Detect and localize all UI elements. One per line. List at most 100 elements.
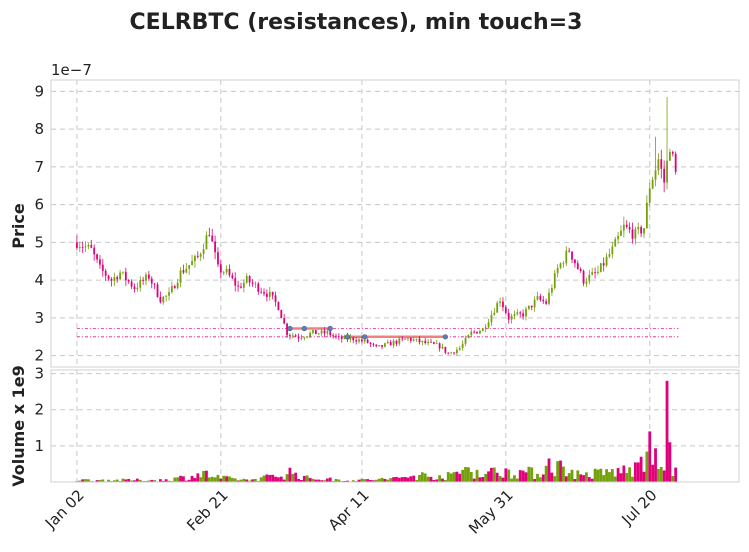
candle-body [510,315,513,320]
price-tick-label: 8 [34,120,44,138]
x-tick-label: May 31 [465,486,517,538]
volume-bar [616,468,620,482]
candle-body [147,274,150,279]
candle-body [602,263,605,266]
volume-bar [438,475,442,482]
candle-body [263,292,265,294]
candle-body [409,338,412,341]
price-tick-label: 9 [34,82,44,100]
candle-body [283,318,286,324]
volume-bar [576,470,580,482]
price-tick-label: 3 [34,309,44,327]
candle-body [277,302,280,311]
volume-bar [222,475,226,482]
volume-bar [458,473,462,482]
candle-body [674,153,677,172]
candle-body [124,271,127,281]
candle-body [329,331,332,336]
candle-body [404,338,406,340]
touch-point [301,325,307,332]
volume-bar [573,479,577,482]
volume-bar [213,477,217,482]
candle-body [605,256,608,266]
volume-bar [507,469,511,482]
candle-body [228,268,231,276]
candle-body [548,292,550,304]
candle-body [559,263,562,268]
volume-bar [536,473,539,482]
volume-bar [472,478,476,482]
candle-body [392,340,395,346]
volume-bar [446,472,450,482]
candle-body [622,224,625,231]
candle-body [490,314,493,323]
volume-bar [225,476,228,482]
volume-bar [127,478,131,482]
volume-bar [671,475,675,482]
candle-body [525,308,527,317]
volume-bar [662,470,666,482]
touch-point [327,325,333,332]
volume-bar [363,479,367,482]
candle-body [550,287,553,293]
volume-axis-label: Volume x 1e9 [9,365,28,486]
candle-body [389,342,392,346]
candle-body [507,312,510,320]
volume-bar [478,477,482,482]
candle-body [116,277,119,280]
volume-bar [521,470,525,482]
candle-body [608,254,611,257]
candle-body [162,296,165,303]
volume-bar [423,473,427,482]
volume-bar [610,469,614,482]
volume-bar [564,476,568,482]
volume-tick-label: 2 [34,401,44,419]
volume-bar [233,478,237,482]
candle-body [663,168,666,183]
touch-point [362,334,368,340]
volume-bar [173,477,177,482]
candle-body [335,335,337,337]
volume-bar [147,480,151,482]
candle-body [176,282,179,289]
candle-body [360,339,363,342]
candle-body [165,295,168,297]
candle-body [234,278,237,286]
candle-body [208,235,211,236]
candle-body [320,330,323,334]
volume-bar [656,468,660,482]
volume-bar [461,469,465,482]
candle-body [375,344,378,347]
date-axis-ticks: Jan 02 Feb 21 Apr 11 May 31 Jul 20 [41,486,661,538]
volume-bar [288,467,292,482]
candle-body [96,254,98,260]
volume-bar [452,472,456,482]
candle-body [130,281,133,287]
candle-body [579,269,582,271]
volume-bar [674,467,678,482]
candle-body [637,227,640,230]
candle-body [533,299,536,308]
candle-body [352,337,355,341]
volume-bar [504,468,508,482]
volume-bar [633,462,637,482]
candle-body [182,270,185,273]
volume-bar [487,471,490,482]
candle-body [441,346,444,349]
volume-bar [210,476,214,482]
candle-body [562,263,565,265]
volume-bar [351,480,355,482]
candle-body [139,279,142,288]
volume-bar [274,476,277,482]
candle-body [265,293,268,297]
candle-body [614,239,617,247]
candle-body [464,338,467,344]
volume-bar [559,460,562,482]
volume-axis-ticks: 1 2 3 [34,365,44,455]
volume-bar [435,479,439,482]
volume-bar [357,479,361,482]
volume-bar [81,479,85,482]
volume-bar [406,477,410,482]
candle-body [625,224,628,227]
volume-bar [602,475,606,482]
